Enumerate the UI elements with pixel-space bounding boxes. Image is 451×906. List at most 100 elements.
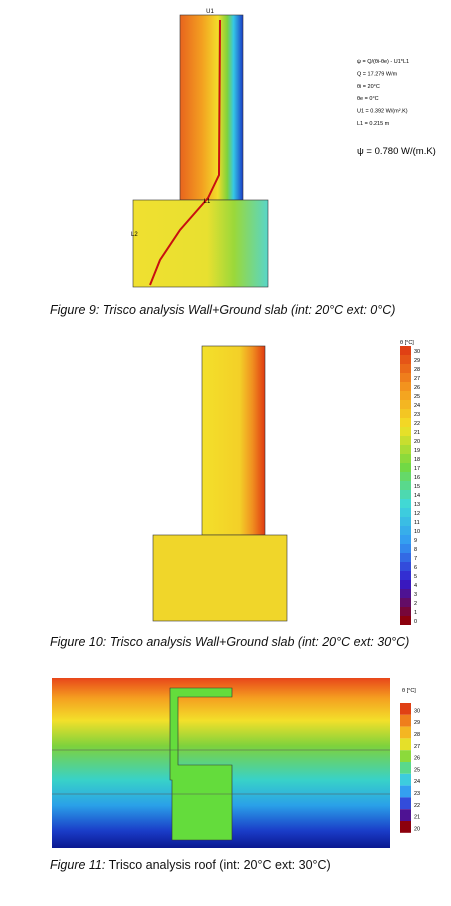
isotherm xyxy=(149,19,221,286)
legend-swatch xyxy=(400,499,411,508)
legend-label: 15 xyxy=(414,484,420,490)
legend-label: 30 xyxy=(414,708,420,714)
legend-label: 20 xyxy=(414,439,420,445)
legend-label: 18 xyxy=(414,457,420,463)
legend-swatch xyxy=(400,607,411,616)
beam xyxy=(169,687,233,841)
legend-label: 30 xyxy=(414,349,420,355)
legend-label: 1 xyxy=(414,610,417,616)
legend-swatch xyxy=(400,490,411,499)
formula-line: Q = 17.279 W/m xyxy=(357,71,398,77)
legend-label: 19 xyxy=(414,448,420,454)
legend: 3029282726252423222120191817161514131211… xyxy=(400,346,420,625)
legend-swatch xyxy=(400,703,411,715)
legend-swatch xyxy=(400,762,411,774)
legend-swatch xyxy=(400,427,411,436)
legend-swatch xyxy=(400,809,411,821)
legend-label: 6 xyxy=(414,565,417,571)
legend-swatch xyxy=(400,445,411,454)
caption: Figure 9: Trisco analysis Wall+Ground sl… xyxy=(50,303,395,317)
legend-swatch xyxy=(400,750,411,762)
formula-line: U1 = 0.392 W/(m².K) xyxy=(357,109,408,115)
legend-swatch xyxy=(400,472,411,481)
legend-swatch xyxy=(400,400,411,409)
legend-swatch xyxy=(400,373,411,382)
legend-swatch xyxy=(400,517,411,526)
legend-label: 14 xyxy=(414,493,420,499)
thermal-wall xyxy=(201,345,266,536)
label: L1 xyxy=(204,199,211,205)
legend-label: 22 xyxy=(414,803,420,809)
legend-swatch xyxy=(400,580,411,589)
thermal-wall xyxy=(179,14,244,201)
legend-label: 11 xyxy=(414,520,420,526)
legend-label: 10 xyxy=(414,529,420,535)
legend-label: 29 xyxy=(414,720,420,726)
label: L2 xyxy=(131,232,138,238)
thermal-slab xyxy=(152,534,288,622)
figure-11: θ [°C] 30 29 28 27 26 25 24 23 22 21 20 Figure 11:… xyxy=(50,678,420,872)
legend-label: 8 xyxy=(414,547,417,553)
legend-swatch xyxy=(400,346,411,355)
legend-label: 23 xyxy=(414,791,420,797)
legend-swatch xyxy=(400,598,411,607)
legend-swatch xyxy=(400,785,411,798)
legend-swatch xyxy=(400,535,411,544)
legend-swatch xyxy=(400,821,411,833)
formula: ψ = Q/(θi-θe) - U1*L1 Q = 17.279 W/m θi = … xyxy=(357,59,409,127)
formula-line: θi = 20°C xyxy=(357,84,380,90)
legend-label: 28 xyxy=(414,732,420,738)
legend-label: 29 xyxy=(414,358,420,364)
legend-title: θ [°C] xyxy=(402,688,416,694)
legend-swatch xyxy=(400,773,411,786)
legend-swatch xyxy=(400,526,411,535)
caption: Figure 10: Trisco analysis Wall+Ground s… xyxy=(50,635,409,649)
legend: 30 29 28 27 26 25 24 23 22 21 20 xyxy=(400,703,420,833)
legend-label: 7 xyxy=(414,556,417,562)
legend-label: 24 xyxy=(414,779,420,785)
legend-swatch xyxy=(400,391,411,400)
legend-swatch xyxy=(400,797,411,810)
legend-swatch xyxy=(400,562,411,571)
legend-label: 17 xyxy=(414,466,420,472)
caption-text: Trisco analysis roof (int: 20°C ext: 30°… xyxy=(105,858,330,872)
legend-swatch xyxy=(400,589,411,598)
legend-label: 12 xyxy=(414,511,420,517)
legend-label: 27 xyxy=(414,376,420,382)
legend-label: 5 xyxy=(414,574,417,580)
caption: Figure 11: Trisco analysis roof (int: 20… xyxy=(50,858,331,872)
legend-swatch xyxy=(400,454,411,463)
legend-label: 24 xyxy=(414,403,420,409)
legend-swatch xyxy=(400,738,411,751)
legend-label: 20 xyxy=(414,826,420,832)
figure-10: θ [°C] 302928272625242322212019181716151… xyxy=(50,340,420,649)
legend-label: 21 xyxy=(414,815,420,821)
legend-swatch xyxy=(400,544,411,553)
legend-label: 27 xyxy=(414,744,420,750)
caption-label: Figure 11: xyxy=(50,858,105,872)
legend-swatch xyxy=(400,418,411,427)
legend-label: 26 xyxy=(414,385,420,391)
legend-swatch xyxy=(400,463,411,472)
legend-swatch xyxy=(400,436,411,445)
legend-title: θ [°C] xyxy=(400,340,414,346)
legend-label: 22 xyxy=(414,421,420,427)
label: U1 xyxy=(206,9,214,15)
result: ψ = 0.780 W/(m.K) xyxy=(357,146,436,157)
legend-swatch xyxy=(400,714,411,727)
legend-label: 25 xyxy=(414,767,420,773)
legend-swatch xyxy=(400,553,411,562)
legend-swatch xyxy=(400,364,411,373)
legend-label: 4 xyxy=(414,583,417,589)
legend-label: 13 xyxy=(414,502,420,508)
legend-label: 9 xyxy=(414,538,417,544)
legend-swatch xyxy=(400,726,411,739)
legend-swatch xyxy=(400,508,411,517)
formula-line: ψ = Q/(θi-θe) - U1*L1 xyxy=(357,59,409,65)
legend-swatch xyxy=(400,616,411,625)
legend-label: 23 xyxy=(414,412,420,418)
legend-swatch xyxy=(400,355,411,364)
legend-label: 3 xyxy=(414,592,417,598)
formula-line: L1 = 0.215 m xyxy=(357,121,390,127)
